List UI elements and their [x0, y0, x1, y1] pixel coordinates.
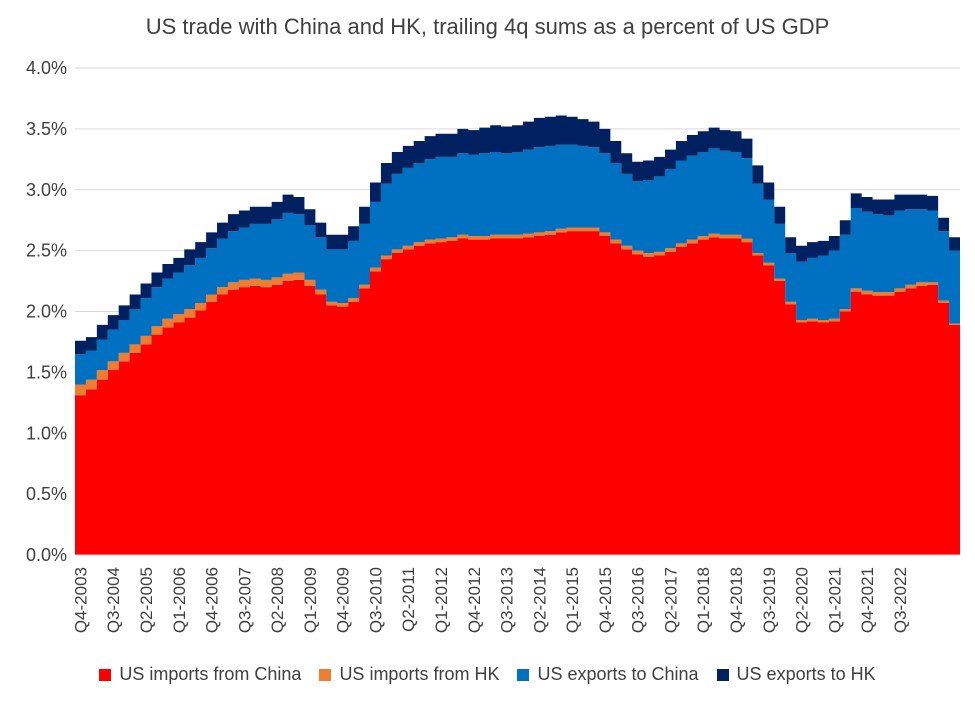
x-tick-label: Q4-2006: [203, 567, 222, 633]
x-tick-label: Q4-2012: [465, 567, 484, 633]
legend-swatch: [517, 668, 530, 681]
x-tick-label: Q4-2018: [727, 567, 746, 633]
x-tick-label: Q1-2006: [170, 567, 189, 633]
x-tick-label: Q4-2009: [334, 567, 353, 633]
y-tick-label: 2.5%: [26, 241, 67, 261]
legend-swatch: [319, 668, 332, 681]
legend-swatch: [716, 668, 729, 681]
x-tick-label: Q3-2022: [891, 567, 910, 633]
y-tick-label: 0.0%: [26, 545, 67, 565]
legend-item: US imports from China: [99, 664, 301, 685]
x-tick-label: Q2-2017: [661, 567, 680, 633]
x-tick-label: Q1-2009: [301, 567, 320, 633]
y-tick-label: 1.5%: [26, 362, 67, 382]
x-tick-label: Q3-2007: [235, 567, 254, 633]
x-tick-label: Q2-2008: [268, 567, 287, 633]
x-axis: Q4-2003 Q3-2004 Q2-2005 Q1-2006 Q4-2006 Q3-20…: [71, 554, 960, 633]
legend-label: US exports to HK: [736, 664, 876, 684]
y-tick-label: 2.0%: [26, 302, 67, 322]
x-tick-label: Q3-2019: [760, 567, 779, 633]
legend-label: US imports from China: [119, 664, 302, 684]
legend-swatch: [99, 668, 112, 681]
x-tick-label: Q1-2018: [694, 567, 713, 633]
legend-label: US exports to China: [537, 664, 699, 684]
legend-item: US imports from HK: [319, 664, 499, 685]
x-tick-label: Q4-2003: [71, 567, 90, 633]
x-tick-label: Q2-2014: [530, 567, 549, 633]
x-tick-label: Q1-2021: [825, 567, 844, 633]
x-tick-label: Q2-2011: [399, 567, 418, 632]
x-tick-label: Q1-2012: [432, 567, 451, 633]
x-tick-label: Q2-2020: [793, 567, 812, 633]
y-tick-label: 0.5%: [26, 484, 67, 504]
y-axis: 0.0% 0.5% 1.0% 1.5% 2.0% 2.5% 3.0% 3.5% 4.0%: [26, 58, 67, 565]
legend-item: US exports to HK: [716, 664, 876, 685]
chart-title: US trade with China and HK, trailing 4q …: [145, 14, 830, 39]
legend-item: US exports to China: [517, 664, 699, 685]
x-tick-label: Q3-2010: [366, 567, 385, 633]
stacked-areas: [75, 115, 960, 555]
legend: US imports from China US imports from HK U…: [0, 664, 975, 685]
legend-label: US imports from HK: [339, 664, 500, 684]
x-tick-label: Q4-2021: [858, 567, 877, 633]
y-tick-label: 3.5%: [26, 119, 67, 139]
y-tick-label: 4.0%: [26, 58, 67, 78]
x-tick-label: Q1-2015: [563, 567, 582, 633]
x-tick-label: Q3-2004: [104, 567, 123, 633]
y-tick-label: 1.0%: [26, 423, 67, 443]
x-tick-label: Q3-2016: [629, 567, 648, 633]
x-tick-label: Q2-2005: [137, 567, 156, 633]
series-area-3: [75, 144, 960, 385]
y-tick-label: 3.0%: [26, 180, 67, 200]
series-area-1: [75, 231, 960, 555]
x-tick-label: Q3-2013: [498, 567, 517, 633]
x-tick-label: Q4-2015: [596, 567, 615, 633]
